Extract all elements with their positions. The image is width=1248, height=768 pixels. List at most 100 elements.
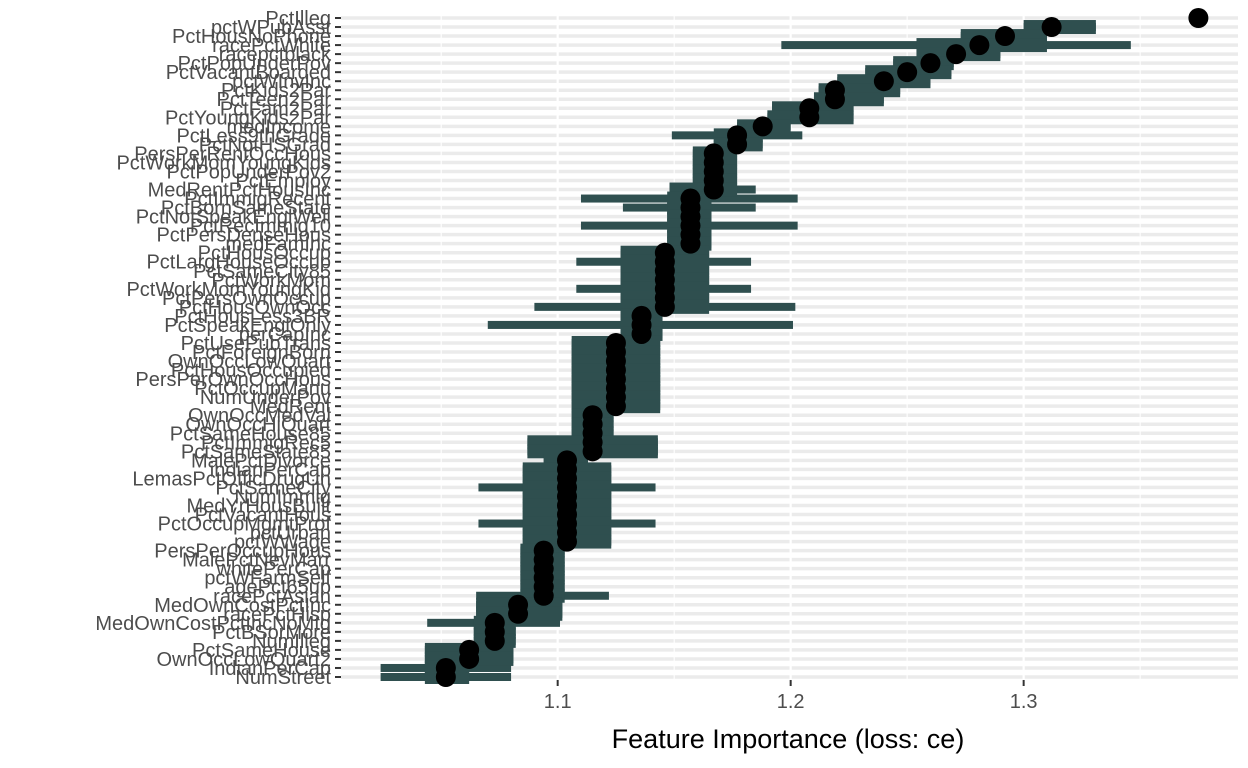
importance-point	[582, 441, 603, 462]
y-tick-label: PctBSorMore	[212, 622, 331, 644]
y-tick-label: PctNotSpeakEnglWell	[136, 207, 331, 229]
y-tick-label: pctWWage	[234, 532, 331, 554]
y-tick-label: PctHousOwnOcc	[179, 297, 331, 319]
y-tick-label: PctTeen2Par	[216, 89, 331, 111]
y-tick-label: MedYrHousBuilt	[186, 495, 331, 517]
y-tick-label: PctPersOwnOccup	[162, 288, 331, 310]
importance-point	[946, 44, 967, 65]
x-axis-title: Feature Importance (loss: ce)	[612, 724, 965, 754]
y-tick-label: PctSameHouse85	[170, 423, 331, 445]
importance-point	[533, 585, 554, 606]
y-tick-label: agePct65up	[224, 577, 331, 599]
y-tick-label: PctSameCity85	[193, 261, 331, 283]
y-tick-label: perCapInc	[239, 324, 331, 346]
y-tick-label: PctIlleg	[265, 8, 331, 30]
y-tick-label: OwnOccLowQuart2	[156, 649, 331, 671]
importance-point	[556, 531, 577, 552]
y-tick-label: pctWInvInc	[232, 71, 331, 93]
y-tick-label: MedRent	[250, 396, 332, 418]
y-tick-label: OwnOccMedVal	[188, 405, 331, 427]
y-tick-label: PctOccupManu	[194, 378, 331, 400]
y-tick-label: OwnOccHiQuart	[185, 414, 331, 436]
y-tick-label: PctFam2Par	[220, 98, 331, 120]
y-tick-label: PctUsePubTrans	[181, 333, 331, 355]
importance-point	[484, 630, 505, 651]
importance-point	[897, 62, 918, 83]
y-tick-label: pctUrban	[250, 523, 331, 545]
importance-point	[508, 603, 529, 624]
y-tick-label: PctPopUnderPov2	[166, 161, 331, 183]
y-tick-label: MedOwnCostPctInc	[154, 595, 331, 617]
importance-point	[752, 116, 773, 137]
importance-point	[799, 107, 820, 128]
y-tick-label: PctKids2Par	[221, 80, 331, 102]
importance-point	[703, 179, 724, 200]
x-axis: 1.1 1.2 1.3	[544, 680, 1038, 713]
importance-point	[459, 648, 480, 669]
y-tick-label: NumUnderPov	[200, 387, 331, 409]
importance-point	[995, 26, 1016, 47]
y-tick-label: PctEmploy	[235, 170, 331, 192]
y-tick-label: PctPersDenseHous	[156, 225, 331, 247]
y-tick-label: PctVacantHous	[195, 505, 331, 527]
y-tick-label: PctPopUnderPov	[178, 53, 331, 75]
importance-point	[920, 53, 941, 74]
importance-point	[654, 296, 675, 317]
y-tick-label: OwnOccLowQuart	[168, 351, 332, 373]
y-tick-label: medIncome	[227, 116, 332, 138]
y-tick-label: PctHousOccupied	[171, 360, 331, 382]
y-tick-label: pctWPubAsst	[211, 17, 331, 39]
y-tick-label: MedOwnCostPctIncNoMtg	[95, 613, 331, 635]
y-tick-label: NumStreet	[235, 667, 331, 689]
y-tick-label: racePctHisp	[223, 604, 331, 626]
y-tick-label: NumIlleg	[252, 631, 331, 653]
y-tick-label: whitePerCap	[215, 559, 331, 581]
importance-point	[631, 323, 652, 344]
y-axis: PctIllegpctWPubAsstPctHousNoPhoneracePct…	[95, 8, 341, 689]
y-tick-label: PctHousNoPhone	[172, 26, 331, 48]
y-tick-label: pctWFarmSelf	[204, 568, 331, 590]
y-tick-label: PctOccupMgmtProf	[158, 514, 332, 536]
y-tick-label: PctNotHSGrad	[199, 134, 331, 156]
importance-point	[1041, 17, 1062, 38]
y-tick-label: PctWorkMom	[211, 270, 331, 292]
y-tick-label: PctWorkMomYoungKids	[116, 152, 331, 174]
y-tick-label: racePctAsian	[213, 586, 331, 608]
y-tick-label: PctImmigRecent	[184, 189, 331, 211]
importance-point	[680, 233, 701, 254]
y-tick-label: PersPerOwnOccHous	[135, 369, 331, 391]
y-tick-label: indianPerCap	[210, 459, 331, 481]
importance-point	[435, 667, 456, 687]
y-tick-label: PctSameCity	[215, 477, 331, 499]
y-tick-label: LemasPctOfficDrugUn	[132, 468, 331, 490]
importance-points	[435, 8, 1209, 687]
x-tick-label: 1.1	[544, 691, 572, 713]
y-tick-label: PctHousOccup	[198, 243, 331, 265]
y-tick-label: PersPerOccupHous	[154, 541, 331, 563]
x-tick-label: 1.2	[777, 691, 805, 713]
y-tick-label: PctYoungKids2Par	[165, 107, 331, 129]
importance-point	[824, 89, 845, 110]
y-tick-label: PctSameHouse	[192, 640, 331, 662]
y-tick-label: medFamInc	[225, 234, 331, 256]
y-tick-label: racePctWhite	[212, 35, 331, 57]
y-tick-label: PctImmigRec5	[201, 432, 331, 454]
y-tick-label: MalePctDivorce	[191, 450, 331, 472]
importance-point	[873, 71, 894, 92]
y-tick-label: PctWorkMomYoungKid	[126, 279, 331, 301]
x-tick-label: 1.3	[1010, 691, 1038, 713]
y-tick-label: PctSameState85	[181, 441, 331, 463]
y-tick-label: IndianPerCap	[209, 658, 331, 680]
y-tick-label: racepctblack	[219, 44, 332, 66]
importance-point	[727, 134, 748, 155]
y-tick-label: PctSpeakEnglOnly	[164, 315, 331, 337]
y-tick-label: PctLess9thGrade	[176, 125, 331, 147]
y-tick-label: PersPerRentOccHous	[134, 143, 331, 165]
y-tick-label: PctVacantBoarded	[166, 62, 331, 84]
y-tick-label: PctForeignBorn	[192, 342, 331, 364]
y-tick-label: PctBornSameState	[161, 198, 331, 220]
y-tick-label: MedRentPctHousInc	[148, 180, 331, 202]
y-tick-label: NumImmig	[234, 486, 331, 508]
